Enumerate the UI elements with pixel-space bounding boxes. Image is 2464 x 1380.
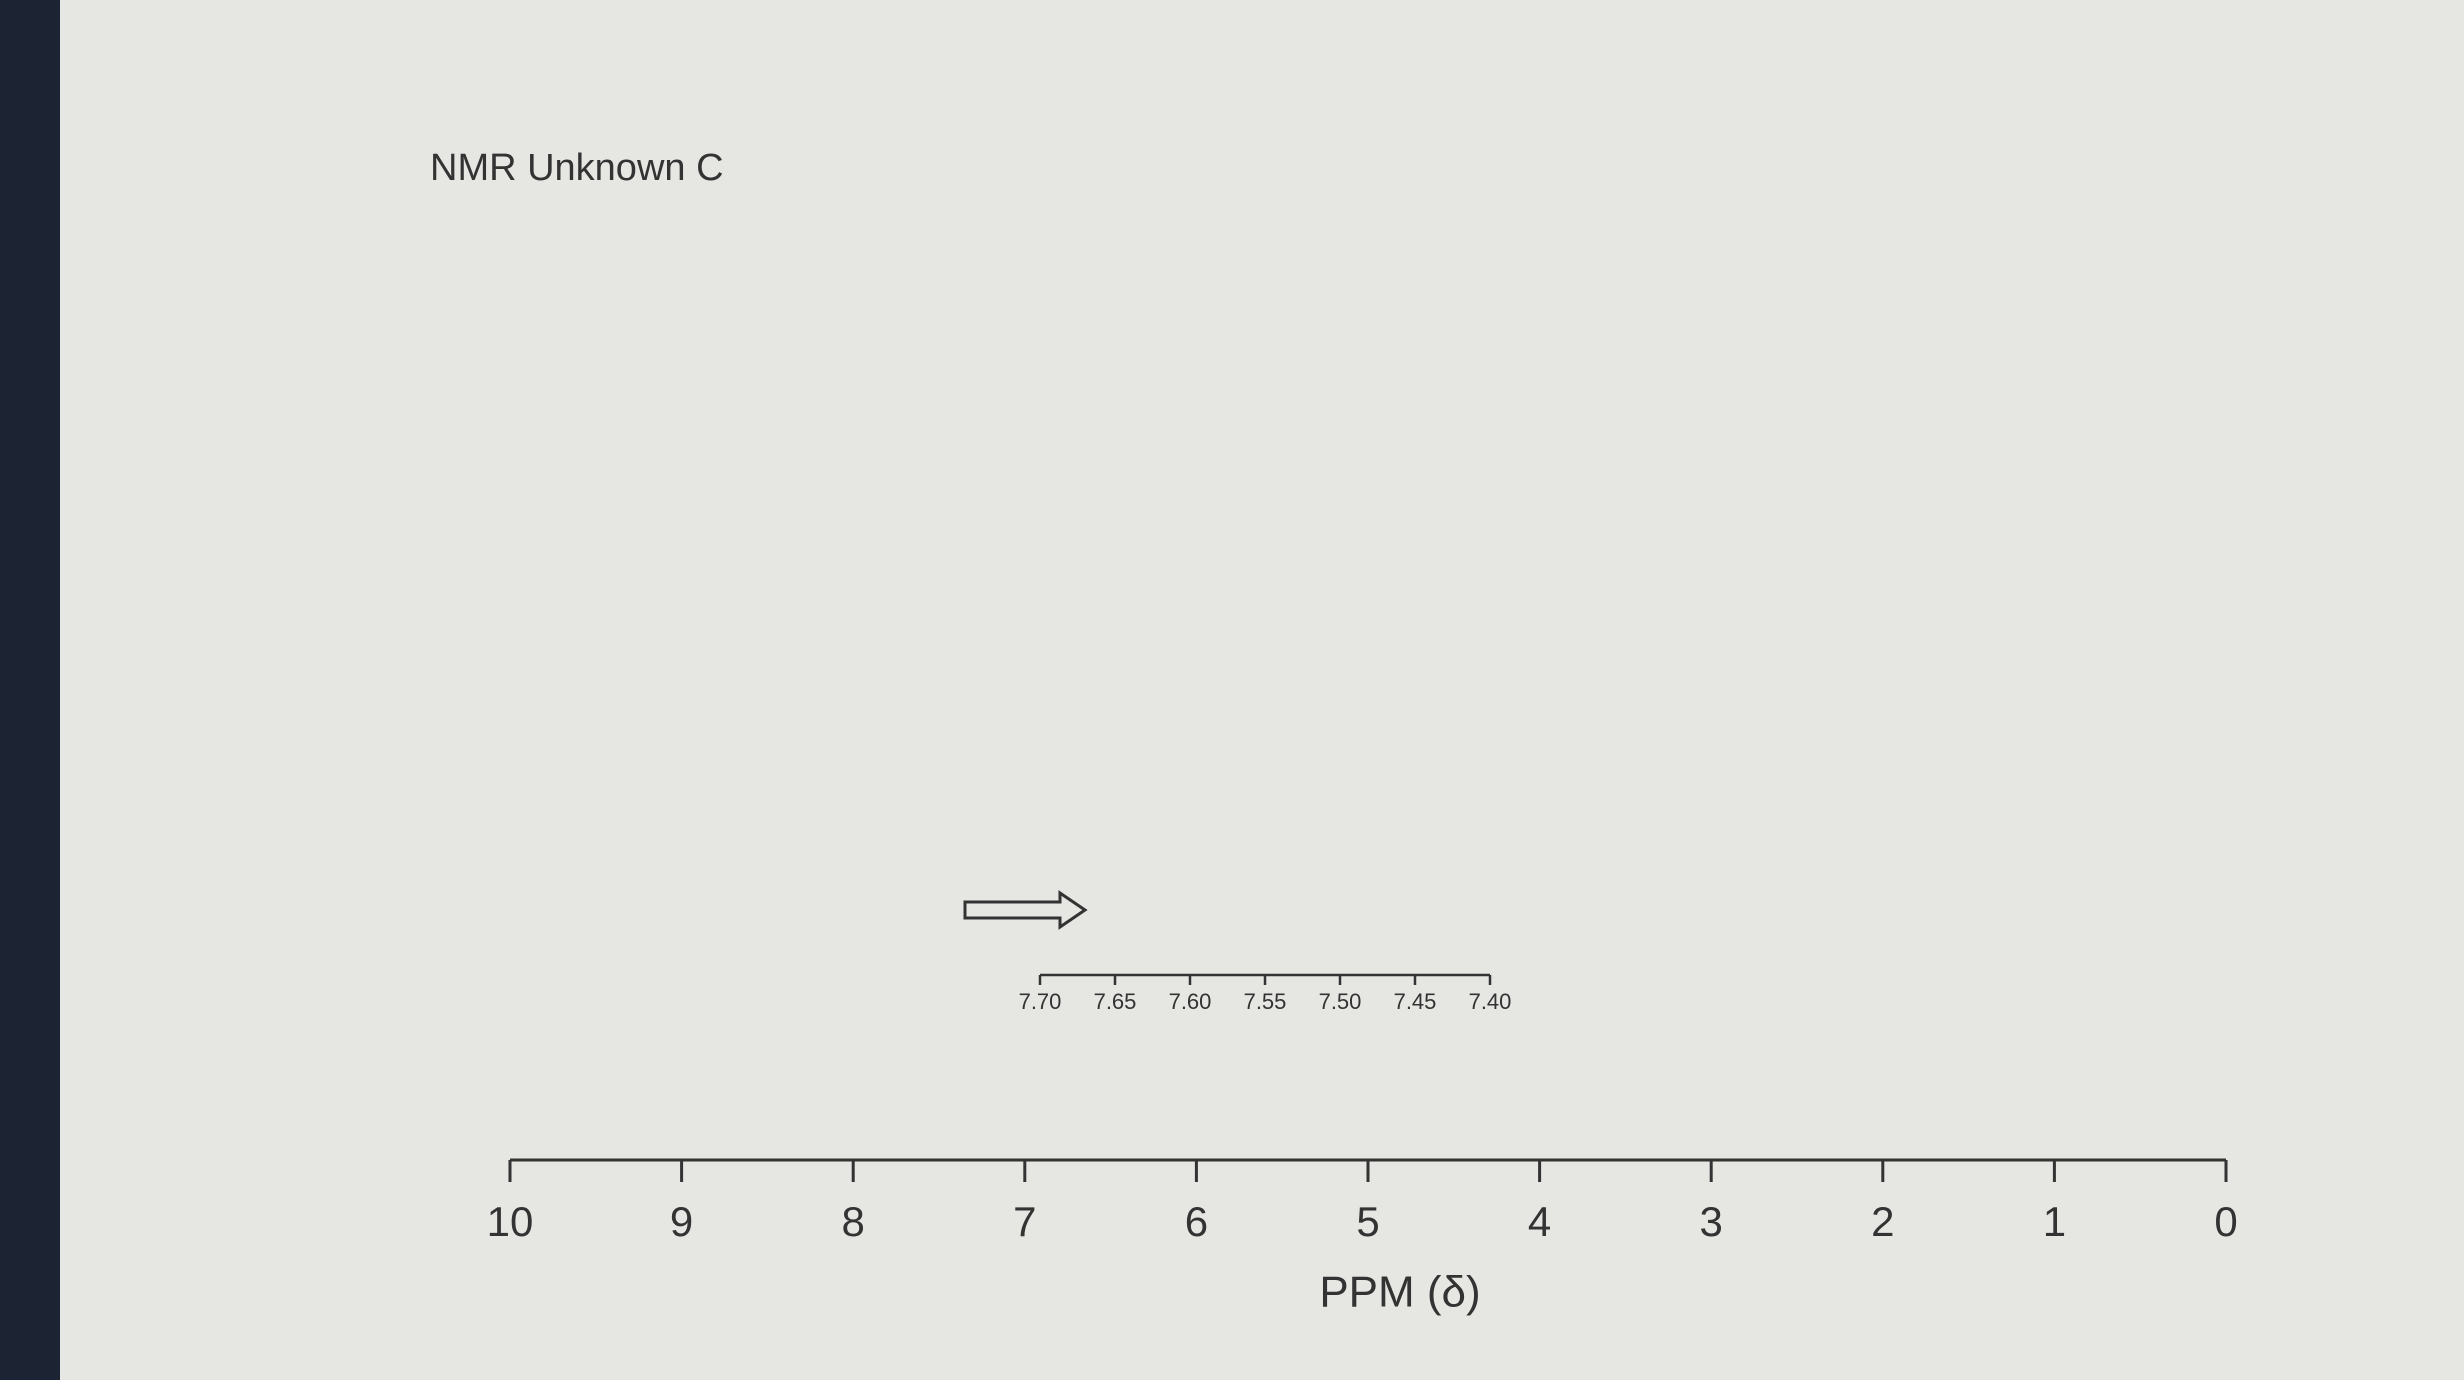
x-tick-label: 4 (1528, 1198, 1551, 1245)
x-tick-label: 10 (487, 1198, 534, 1245)
desk-edge (0, 0, 60, 1380)
x-tick-label: 7.70 (1019, 989, 1062, 1014)
chart-title: NMR Unknown C (430, 147, 724, 189)
x-tick-label: 1 (2043, 1198, 2066, 1245)
x-tick-label: 7.65 (1094, 989, 1137, 1014)
x-tick-label: 7.60 (1169, 989, 1212, 1014)
x-axis-label: PPM (δ) (1319, 1268, 1480, 1317)
arrow (963, 890, 1088, 930)
x-tick-label: 3 (1700, 1198, 1723, 1245)
x-tick-label: 7.45 (1394, 989, 1437, 1014)
x-tick-label: 7.40 (1469, 989, 1512, 1014)
x-tick-label: 7.55 (1244, 989, 1287, 1014)
x-tick-label: 2 (1871, 1198, 1894, 1245)
x-tick-label: 9 (670, 1198, 693, 1245)
x-tick-label: 0 (2214, 1198, 2237, 1245)
x-tick-label: 5 (1356, 1198, 1379, 1245)
x-tick-label: 6 (1185, 1198, 1208, 1245)
x-tick-label: 7 (1013, 1198, 1036, 1245)
x-tick-label: 8 (842, 1198, 865, 1245)
x-tick-label: 7.50 (1319, 989, 1362, 1014)
